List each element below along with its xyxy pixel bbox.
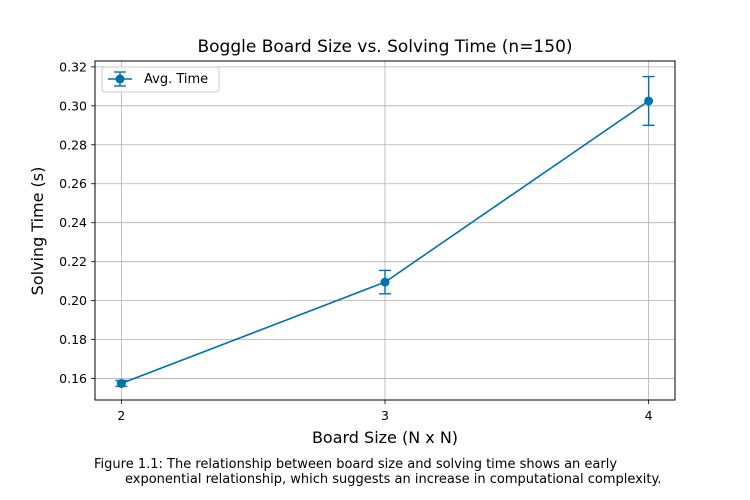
legend-marker — [115, 74, 125, 84]
y-tick-label: 0.32 — [59, 59, 87, 74]
legend-box — [101, 66, 220, 93]
y-tick-label: 0.16 — [59, 371, 87, 386]
y-tick-label: 0.18 — [59, 332, 87, 347]
y-tick-label: 0.20 — [59, 293, 87, 308]
y-axis: 0.16 0.18 0.20 0.22 0.24 0.26 0.28 0.30 0.32 — [59, 59, 95, 386]
legend: Avg. Time — [101, 66, 220, 93]
x-tick-label: 4 — [645, 408, 653, 423]
y-tick-label: 0.22 — [59, 254, 87, 269]
x-tick-label: 3 — [381, 408, 389, 423]
y-axis-label: Solving Time (s) — [28, 167, 47, 296]
y-tick-label: 0.30 — [59, 98, 87, 113]
y-tick-label: 0.24 — [59, 215, 87, 230]
legend-label: Avg. Time — [144, 72, 208, 87]
chart-title: Boggle Board Size vs. Solving Time (n=15… — [197, 37, 572, 57]
y-tick-label: 0.28 — [59, 137, 87, 152]
data-point — [380, 277, 390, 287]
data-point — [116, 378, 126, 388]
x-tick-label: 2 — [117, 408, 125, 423]
chart: Boggle Board Size vs. Solving Time (n=15… — [28, 37, 676, 447]
data-point — [644, 96, 654, 106]
series-avg-time — [116, 96, 654, 388]
caption-line-2: exponential relationship, which suggests… — [125, 472, 662, 487]
x-axis-label: Board Size (N x N) — [312, 428, 458, 447]
x-axis: 2 3 4 — [117, 400, 653, 423]
figure-caption: Figure 1.1: The relationship between boa… — [94, 457, 734, 487]
y-tick-label: 0.26 — [59, 176, 87, 191]
caption-line-1: Figure 1.1: The relationship between boa… — [94, 457, 618, 472]
grid — [95, 61, 675, 400]
